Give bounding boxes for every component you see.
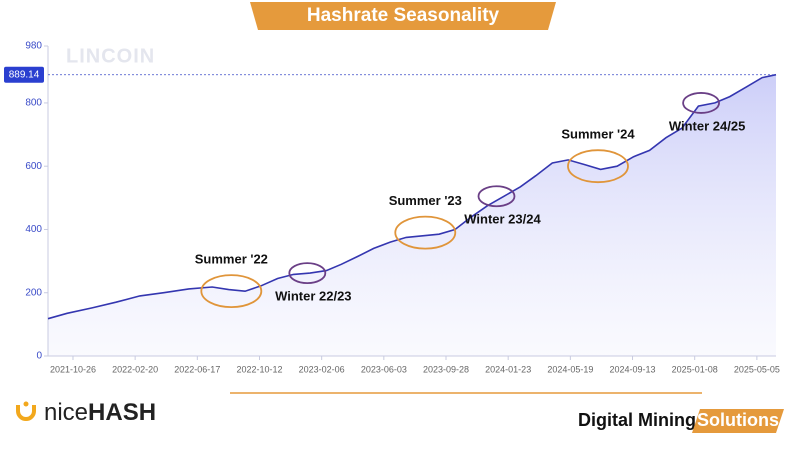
nicehash-logo: niceHASH [16,399,156,426]
annotation-ellipse [682,92,720,114]
plot: 0 200 400 600 800 980 2021-10-26 2022-02-20 2022… [4,41,780,374]
annotation-ellipse [200,274,263,309]
title-banner [250,2,556,30]
annotation-label: Winter 23/24 [464,212,541,227]
annotation-ellipse [394,215,457,250]
x-tick-label: 2022-02-20 [112,364,158,374]
line [47,73,777,320]
last-value-box [4,66,44,83]
x-tick-label: 2023-02-06 [299,364,345,374]
annotation-label: Winter 22/23 [275,289,351,304]
chart-title: Hashrate Seasonality [307,5,500,26]
annotation-ellipse [477,185,516,208]
watermark: LINCOIN [66,45,155,67]
x-tick-label: 2021-10-26 [50,364,96,374]
logo-bold: HASH [88,399,156,426]
x-tick-label: 2024-01-23 [485,364,531,374]
last-value-label: 889.14 [9,69,40,80]
y-tick-label: 200 [25,287,42,298]
y-tick-label: 0 [36,351,42,362]
x-tick-label: 2022-06-17 [174,364,220,374]
tagline-badge-bg [692,409,784,433]
x-tick-label: 2024-09-13 [610,364,656,374]
y-tick-label: 400 [25,224,42,235]
y-tick-label: 800 [25,98,42,109]
x-tick-label: 2023-06-03 [361,364,407,374]
area [48,74,776,356]
logo-dot [23,401,29,407]
annotation-label: Summer '24 [561,127,635,142]
annotation-label: Summer '22 [195,252,268,267]
tagline-badge: Solutions [697,410,779,430]
annotation-ellipse [288,262,327,285]
x-tick-label: 2025-01-08 [672,364,718,374]
x-tick-label: 2025-05-05 [734,364,780,374]
tagline: Digital Mining [578,410,696,430]
x-tick-label: 2024-05-19 [547,364,593,374]
logo-icon [16,405,36,421]
y-tick-label: 980 [25,41,42,52]
annotation-label: Summer '23 [389,193,462,208]
annotation-label: Winter 24/25 [669,118,745,133]
annotation-ellipse [567,149,629,184]
logo-text: niceHASH [44,399,156,426]
x-tick-label: 2022-10-12 [236,364,282,374]
x-tick-label: 2023-09-28 [423,364,469,374]
logo-light: nice [44,399,88,426]
y-tick-label: 600 [25,161,42,172]
